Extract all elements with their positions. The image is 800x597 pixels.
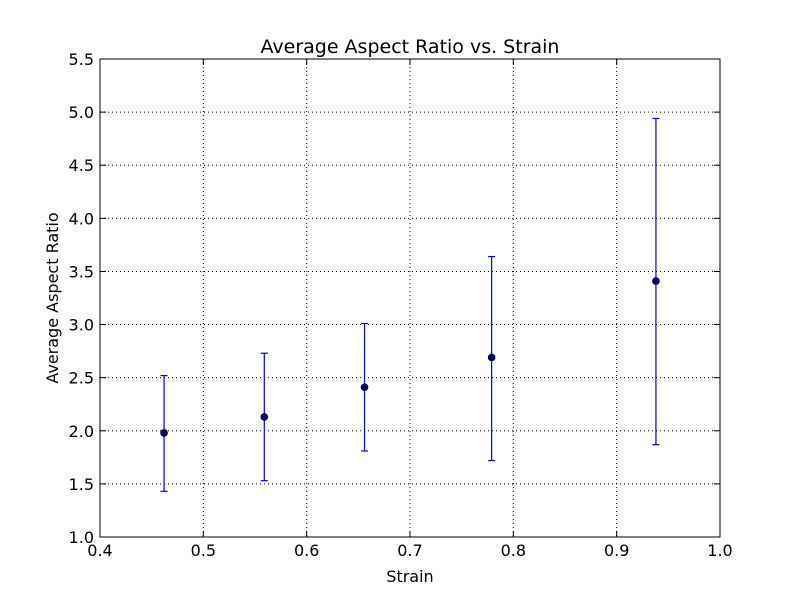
y-axis: 1.0 1.5 2.0 2.5 3.0 3.5 4.0 4.5 5.0 5.5 bbox=[69, 50, 720, 547]
grid bbox=[100, 59, 720, 537]
x-axis-title: Strain bbox=[386, 567, 433, 586]
x-tick-label: 0.5 bbox=[191, 541, 216, 560]
y-tick-label: 1.0 bbox=[69, 528, 94, 547]
plot-frame bbox=[99, 58, 721, 538]
y-tick-label: 4.0 bbox=[69, 209, 94, 228]
data-point bbox=[260, 413, 269, 421]
data-point bbox=[487, 353, 496, 362]
x-tick-label: 0.9 bbox=[604, 541, 629, 560]
y-tick-label: 5.5 bbox=[69, 50, 94, 69]
data-series bbox=[160, 117, 660, 492]
x-tick-label: 0.4 bbox=[87, 541, 112, 560]
y-tick-label: 3.0 bbox=[69, 316, 94, 335]
x-tick-label: 0.8 bbox=[501, 541, 526, 560]
y-tick-label: 1.5 bbox=[69, 475, 94, 494]
data-point bbox=[160, 429, 168, 437]
y-tick-label: 2.0 bbox=[69, 422, 94, 441]
y-tick-label: 2.5 bbox=[69, 369, 94, 388]
chart-title: Average Aspect Ratio vs. Strain bbox=[261, 36, 560, 58]
x-tick-label: 0.6 bbox=[294, 541, 319, 560]
x-tick-label: 0.7 bbox=[397, 541, 422, 560]
data-point bbox=[652, 277, 660, 285]
y-axis-title: Average Aspect Ratio bbox=[43, 212, 62, 383]
x-axis: 0.4 0.5 0.6 0.7 0.8 0.9 1.0 bbox=[87, 59, 733, 560]
x-tick-label: 1.0 bbox=[707, 541, 732, 560]
y-tick-label: 4.5 bbox=[69, 156, 94, 175]
y-tick-label: 3.5 bbox=[69, 262, 94, 281]
data-point bbox=[360, 383, 369, 392]
y-tick-label: 5.0 bbox=[69, 103, 94, 122]
